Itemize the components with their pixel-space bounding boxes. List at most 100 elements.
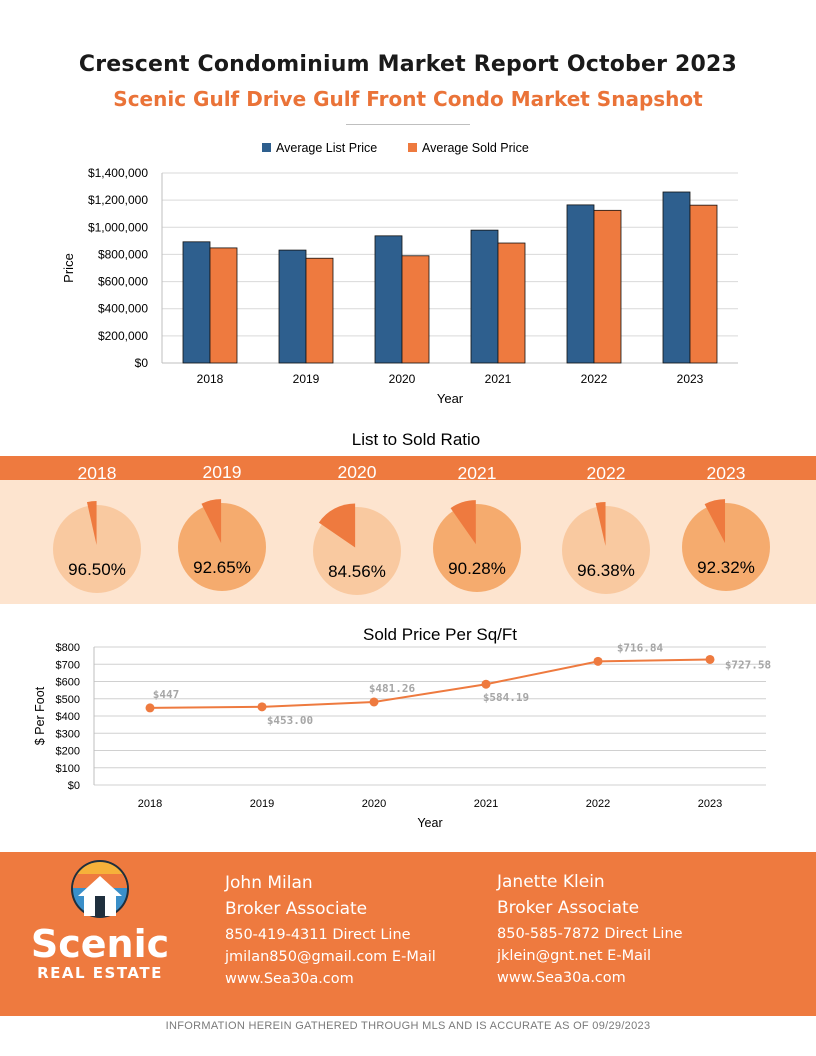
pie-2019: 2019 92.65% bbox=[178, 462, 266, 591]
contact-name: John Milan bbox=[225, 873, 313, 893]
pie-difference-slice bbox=[86, 501, 97, 546]
pie-value-label: 90.28% bbox=[448, 559, 506, 578]
ratio-pie-charts: 2018 96.50% 2019 92.65% 2020 84.56% 2021 90.28%… bbox=[53, 462, 770, 595]
line-point bbox=[481, 679, 491, 689]
y-tick-label: $700 bbox=[56, 659, 80, 671]
contact-website[interactable]: www.Sea30a.com bbox=[497, 970, 626, 986]
contact-email[interactable]: jmilan850@gmail.com E-Mail bbox=[225, 949, 436, 965]
footer-banner: Scenic REAL ESTATE John Milan Broker Ass… bbox=[0, 852, 816, 1016]
bar-sold-price bbox=[497, 242, 526, 364]
contact-role: Broker Associate bbox=[497, 898, 640, 918]
x-tick-label: 2021 bbox=[474, 798, 498, 810]
contact-email[interactable]: jklein@gnt.net E-Mail bbox=[497, 948, 652, 964]
y-tick-label: $600 bbox=[56, 677, 80, 689]
x-tick-label: 2021 bbox=[485, 372, 512, 386]
bar-sold-price bbox=[209, 247, 238, 364]
y-tick-label: $0 bbox=[68, 780, 80, 792]
y-tick-label: $500 bbox=[56, 694, 80, 706]
contact-website[interactable]: www.Sea30a.com bbox=[225, 971, 354, 987]
x-tick-label: 2018 bbox=[197, 372, 224, 386]
pie-main-slice bbox=[53, 505, 141, 593]
line-point bbox=[593, 656, 603, 666]
bar-sold-price bbox=[305, 257, 334, 364]
pie-main-slice bbox=[433, 504, 521, 592]
pie-value-label: 96.50% bbox=[68, 560, 126, 579]
line-point bbox=[705, 654, 715, 664]
report-subtitle: Scenic Gulf Drive Gulf Front Condo Marke… bbox=[113, 87, 703, 111]
title-divider bbox=[346, 124, 470, 125]
pie-year-label: 2018 bbox=[78, 463, 117, 483]
line-data-label: $481.26 bbox=[369, 682, 416, 695]
bar-list-price bbox=[566, 204, 595, 364]
brand-tagline: REAL ESTATE bbox=[37, 964, 163, 982]
line-chart-title: Sold Price Per Sq/Ft bbox=[363, 625, 517, 644]
y-tick-label: $800 bbox=[56, 642, 80, 654]
bar-list-price bbox=[374, 235, 403, 364]
y-tick-label: $1,200,000 bbox=[88, 193, 148, 207]
y-tick-label: $400,000 bbox=[98, 302, 148, 316]
pie-difference-slice bbox=[704, 499, 726, 544]
ratio-title-area: List to Sold Ratio bbox=[352, 430, 481, 449]
x-tick-label: 2022 bbox=[586, 798, 610, 810]
pie-main-slice bbox=[562, 506, 650, 594]
contact-phone[interactable]: 850-585-7872 Direct Line bbox=[497, 926, 683, 942]
contact-janette-klein: Janette Klein Broker Associate 850-585-7… bbox=[497, 869, 683, 989]
pie-value-label: 92.65% bbox=[193, 558, 251, 577]
line-data-label: $447 bbox=[153, 688, 180, 701]
y-axis-title: $ Per Foot bbox=[33, 686, 47, 745]
y-tick-label: $200 bbox=[56, 746, 80, 758]
y-tick-label: $400 bbox=[56, 711, 80, 723]
line-point bbox=[257, 702, 267, 712]
mls-disclaimer: INFORMATION HEREIN GATHERED THROUGH MLS … bbox=[165, 1020, 651, 1032]
y-axis-title: Price bbox=[61, 253, 76, 283]
legend-label: Average List Price bbox=[276, 141, 377, 155]
line-point bbox=[369, 697, 379, 707]
line-data-label: $727.58 bbox=[725, 658, 771, 671]
legend-swatch bbox=[262, 143, 271, 152]
y-tick-label: $600,000 bbox=[98, 275, 148, 289]
pie-2021: 2021 90.28% bbox=[433, 463, 521, 592]
pie-difference-slice bbox=[450, 500, 476, 545]
contact-john-milan: John Milan Broker Associate 850-419-4311… bbox=[225, 870, 436, 990]
pie-difference-slice bbox=[595, 502, 606, 547]
ratio-year-band bbox=[0, 456, 816, 480]
contact-role: Broker Associate bbox=[225, 899, 368, 919]
contact-name: Janette Klein bbox=[497, 872, 605, 892]
legend-label: Average Sold Price bbox=[422, 141, 529, 155]
x-tick-label: 2018 bbox=[138, 798, 162, 810]
x-axis-title: Year bbox=[417, 816, 442, 830]
contact-phone[interactable]: 850-419-4311 Direct Line bbox=[225, 927, 411, 943]
pie-year-label: 2022 bbox=[587, 463, 626, 483]
pie-difference-slice bbox=[201, 499, 222, 544]
pie-year-label: 2019 bbox=[203, 462, 242, 482]
y-tick-label: $1,000,000 bbox=[88, 220, 148, 234]
pie-value-label: 96.38% bbox=[577, 561, 635, 580]
line-data-label: $584.19 bbox=[483, 691, 529, 704]
line-point bbox=[145, 703, 155, 713]
bar-list-price bbox=[278, 249, 307, 364]
bar-sold-price bbox=[689, 204, 718, 364]
pie-2023: 2023 92.32% bbox=[682, 463, 770, 591]
y-tick-label: $300 bbox=[56, 728, 80, 740]
brand-name: Scenic bbox=[31, 922, 169, 966]
sqft-line-chart: Sold Price Per Sq/Ft $0 $100 $200 $300 $400 $5… bbox=[33, 625, 771, 830]
x-axis-title: Year bbox=[437, 391, 464, 406]
price-bar-chart: $0 $200,000 $400,000 $600,000 $800,000 $1,000… bbox=[61, 141, 738, 406]
pie-2020: 2020 84.56% bbox=[313, 462, 401, 595]
pie-2022: 2022 96.38% bbox=[562, 463, 650, 594]
y-tick-label: $100 bbox=[56, 763, 80, 775]
pie-main-slice bbox=[178, 503, 266, 591]
brand-logo: Scenic REAL ESTATE bbox=[31, 860, 169, 982]
bar-sold-price bbox=[401, 255, 430, 364]
pie-value-label: 92.32% bbox=[697, 558, 755, 577]
pie-year-label: 2023 bbox=[707, 463, 746, 483]
pie-difference-slice bbox=[318, 503, 356, 548]
x-tick-label: 2023 bbox=[677, 372, 704, 386]
legend-swatch bbox=[408, 143, 417, 152]
pie-year-label: 2021 bbox=[458, 463, 497, 483]
bar-sold-price bbox=[593, 209, 622, 364]
x-tick-label: 2020 bbox=[389, 372, 416, 386]
y-tick-label: $800,000 bbox=[98, 247, 148, 261]
bar-list-price bbox=[662, 191, 691, 364]
x-tick-label: 2023 bbox=[698, 798, 722, 810]
